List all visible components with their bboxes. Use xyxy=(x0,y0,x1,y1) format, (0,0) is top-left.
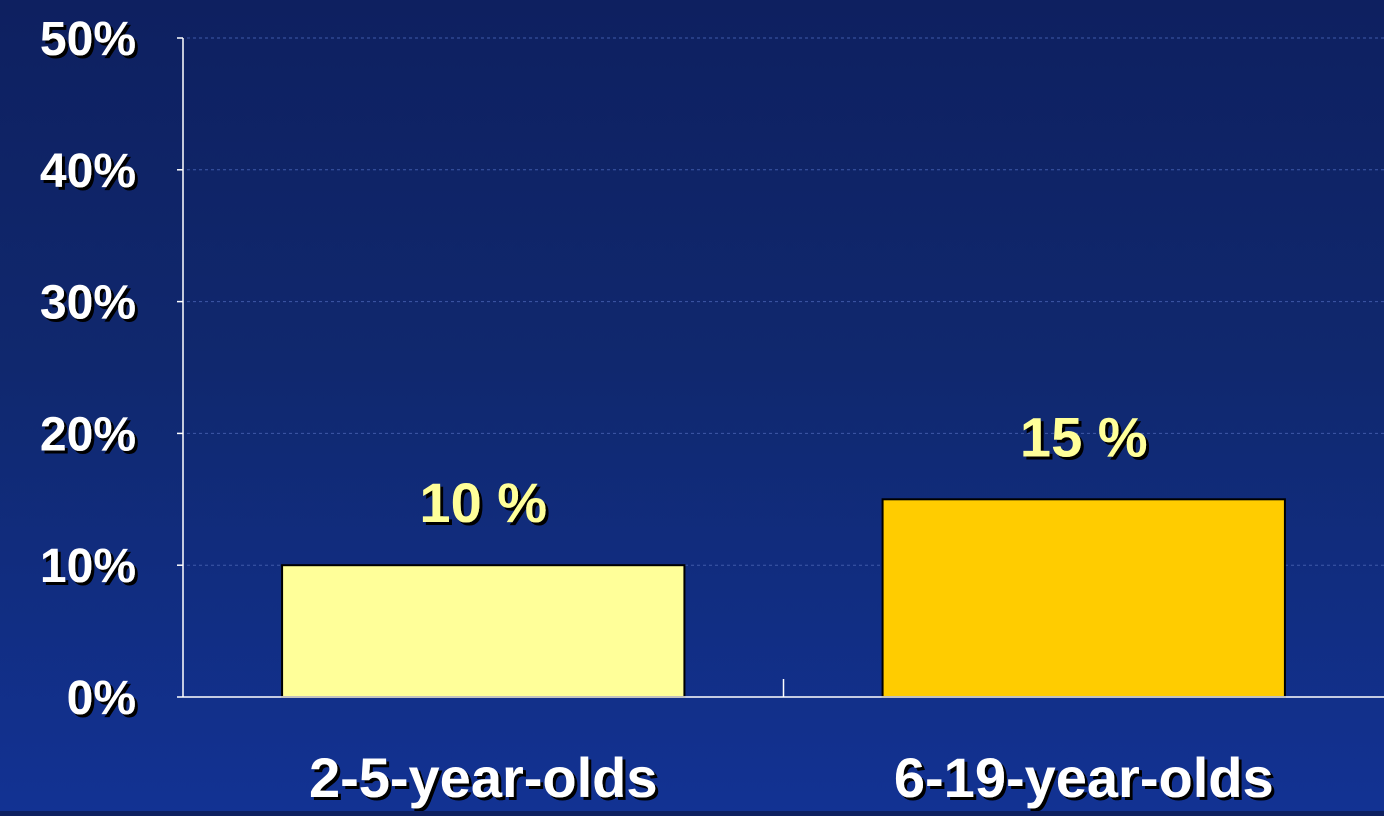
labels: 0% 10% 20% 30% 40% 50% 10 % 2-5-year-olds 15 % 6-… xyxy=(40,13,1274,809)
y-tick-label: 40% xyxy=(40,145,136,198)
x-tick-label: 6-19-year-olds xyxy=(894,746,1274,809)
data-label: 10 % xyxy=(419,471,547,534)
x-tick-label: 2-5-year-olds xyxy=(309,746,658,809)
bar-2-5-year-olds xyxy=(281,564,686,699)
bars xyxy=(281,498,1286,699)
axes xyxy=(177,37,1384,698)
bar-6-19-year-olds xyxy=(881,498,1286,698)
y-tick-label: 30% xyxy=(40,277,136,330)
data-label: 15 % xyxy=(1020,405,1148,468)
y-tick-label: 0% xyxy=(67,672,136,725)
y-tick-label: 10% xyxy=(40,540,136,593)
gridlines xyxy=(187,37,1384,566)
y-tick-label: 20% xyxy=(40,408,136,461)
y-tick-label: 50% xyxy=(40,13,136,66)
